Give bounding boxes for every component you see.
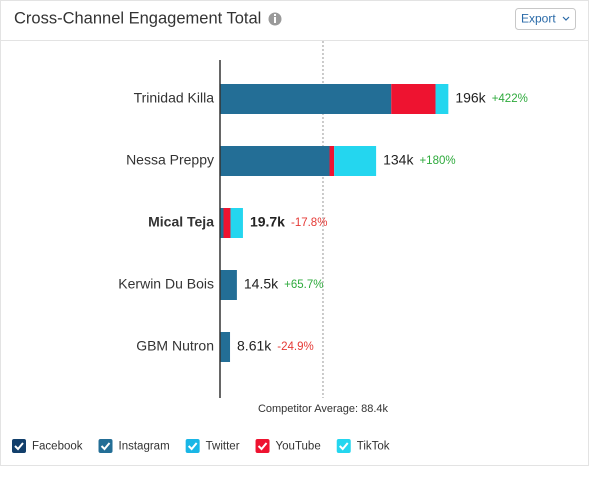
legend-label: Instagram xyxy=(119,441,170,453)
reference-label: Competitor Average: 88.4k xyxy=(258,403,389,415)
export-caret xyxy=(562,16,570,21)
export-button[interactable]: Export xyxy=(515,8,576,30)
legend-checkbox xyxy=(98,439,113,453)
legend-item[interactable]: Facebook xyxy=(12,439,83,453)
bar-segment xyxy=(334,146,377,176)
legend-check xyxy=(100,442,111,451)
bar-segment xyxy=(220,270,237,300)
legend-item[interactable]: TikTok xyxy=(336,439,390,453)
change-label: +180% xyxy=(419,155,455,167)
total-label: 8.61k xyxy=(237,338,272,354)
bar-segment xyxy=(329,146,335,176)
legend-item[interactable]: Twitter xyxy=(185,439,240,453)
bar-segment xyxy=(223,208,231,238)
legend-check xyxy=(257,442,268,451)
change-label: +65.7% xyxy=(284,279,323,291)
change-label: -24.9% xyxy=(277,341,313,353)
category-label: Mical Teja xyxy=(148,214,214,230)
change-label: -17.8% xyxy=(291,217,327,229)
chart-title: Cross-Channel Engagement Total xyxy=(14,9,261,27)
info-stem xyxy=(274,17,276,23)
legend-checkbox xyxy=(12,439,26,453)
legend-item[interactable]: YouTube xyxy=(255,439,321,453)
legend-check xyxy=(339,442,349,451)
category-label: Kerwin Du Bois xyxy=(118,276,214,292)
legend-checkbox xyxy=(185,439,200,453)
change-label: +422% xyxy=(492,93,528,105)
bar-segment xyxy=(435,84,449,114)
legend-check xyxy=(14,442,24,451)
export-label: Export xyxy=(521,12,556,26)
legend-label: YouTube xyxy=(276,441,321,453)
bar-segment xyxy=(220,84,392,114)
bar-segment xyxy=(220,146,330,176)
total-label: 134k xyxy=(383,152,414,168)
bar-segment xyxy=(220,332,231,362)
legend: Facebook Instagram Twitter YouTube TikTok xyxy=(12,439,390,453)
legend-checkbox xyxy=(255,439,270,453)
category-label: GBM Nutron xyxy=(136,338,214,354)
legend-label: Facebook xyxy=(32,441,83,453)
legend-item[interactable]: Instagram xyxy=(98,439,170,453)
legend-check xyxy=(187,442,198,451)
total-label: 19.7k xyxy=(250,214,285,230)
legend-label: Twitter xyxy=(206,441,240,453)
plot: Competitor Average: 88.4k Trinidad Killa 1… xyxy=(118,41,528,415)
total-label: 14.5k xyxy=(244,276,279,292)
total-label: 196k xyxy=(455,90,486,106)
legend-label: TikTok xyxy=(357,441,390,453)
category-label: Nessa Preppy xyxy=(126,152,214,168)
bar-segment xyxy=(391,84,436,114)
legend-checkbox xyxy=(336,439,351,453)
info-dot xyxy=(274,14,276,16)
category-label: Trinidad Killa xyxy=(134,90,215,106)
info-icon[interactable] xyxy=(268,12,282,26)
bar-segment xyxy=(220,208,224,238)
panel-border xyxy=(0,0,589,466)
bar-segment xyxy=(230,208,243,238)
export-box xyxy=(515,8,576,30)
